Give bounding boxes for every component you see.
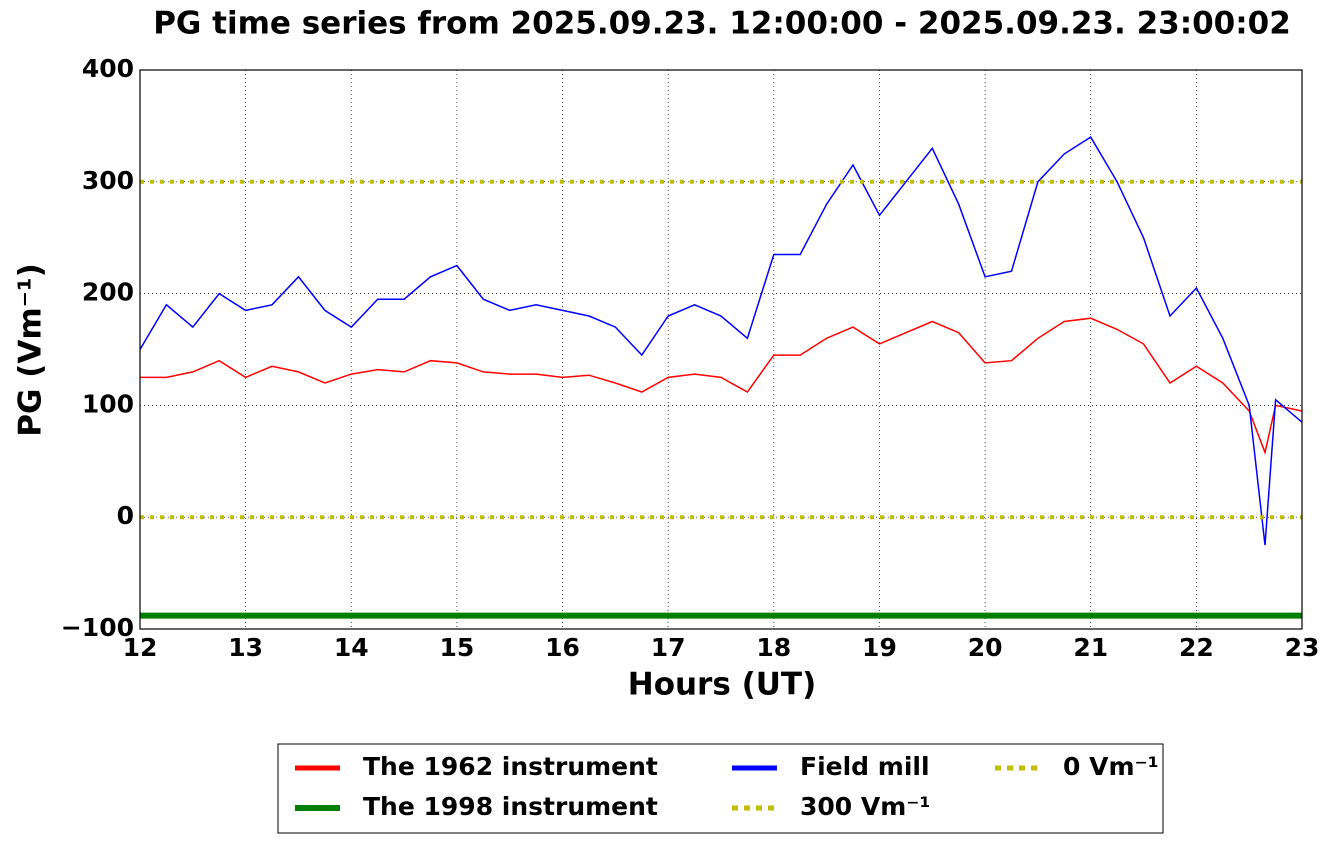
x-tick-label: 22 bbox=[1179, 633, 1214, 662]
x-tick-label: 14 bbox=[334, 633, 369, 662]
y-tick-label: 400 bbox=[82, 54, 134, 83]
y-tick-label: 300 bbox=[82, 166, 134, 195]
x-tick-label: 20 bbox=[968, 633, 1003, 662]
x-tick-label: 19 bbox=[862, 633, 897, 662]
x-axis-label: Hours (UT) bbox=[628, 667, 817, 703]
legend-label: Field mill bbox=[800, 752, 930, 781]
x-tick-label: 12 bbox=[123, 633, 158, 662]
y-tick-label: 0 bbox=[117, 501, 134, 530]
x-tick-label: 18 bbox=[756, 633, 791, 662]
x-tick-label: 13 bbox=[228, 633, 263, 662]
y-tick-label: 200 bbox=[82, 278, 134, 307]
legend-label: 300 Vm⁻¹ bbox=[800, 792, 930, 821]
legend-box bbox=[277, 743, 1164, 834]
chart-title: PG time series from 2025.09.23. 12:00:00… bbox=[153, 6, 1291, 42]
series-line bbox=[140, 136, 1302, 546]
legend-label: The 1962 instrument bbox=[363, 752, 658, 781]
y-axis-label: PG (Vm⁻¹) bbox=[13, 263, 49, 437]
legend-label: The 1998 instrument bbox=[363, 792, 658, 821]
series-line bbox=[140, 317, 1302, 455]
x-tick-label: 15 bbox=[440, 633, 475, 662]
x-tick-label: 21 bbox=[1073, 633, 1108, 662]
y-tick-label: −100 bbox=[61, 613, 134, 642]
x-tick-label: 23 bbox=[1285, 633, 1320, 662]
x-tick-label: 16 bbox=[545, 633, 580, 662]
x-tick-label: 17 bbox=[651, 633, 686, 662]
y-tick-label: 100 bbox=[82, 389, 134, 418]
plot-frame bbox=[139, 69, 1303, 630]
legend-label: 0 Vm⁻¹ bbox=[1063, 752, 1159, 781]
